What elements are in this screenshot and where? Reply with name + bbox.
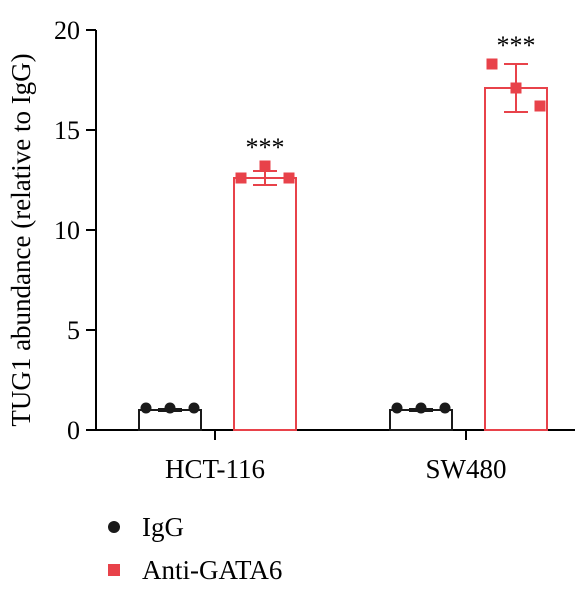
y-tick-label: 20 (54, 16, 80, 45)
data-point-circle (439, 402, 451, 414)
data-point-circle (391, 402, 403, 414)
axes: 0 5 10 15 20 TUG1 abundance (relative to IgG)… (6, 16, 575, 484)
y-axis-title: TUG1 abundance (relative to IgG) (6, 53, 36, 426)
bar-anti-gata6-sw480 (484, 87, 548, 431)
data-point-square (283, 172, 295, 184)
data-point-circle (415, 402, 427, 414)
data-points (140, 58, 546, 414)
x-tick-label: SW480 (426, 454, 507, 484)
data-point-square (259, 160, 271, 172)
bar-anti-gata6-hct-116 (233, 177, 297, 431)
y-tick-label: 5 (67, 316, 80, 345)
data-point-square (486, 58, 498, 70)
data-point-circle (140, 402, 152, 414)
legend-marker-square (108, 564, 120, 576)
legend-label: Anti-GATA6 (142, 555, 282, 585)
data-point-square (235, 172, 247, 184)
data-point-square (534, 100, 546, 112)
data-point-circle (188, 402, 200, 414)
y-tick-label: 10 (54, 216, 80, 245)
legend: IgG Anti-GATA6 (108, 512, 282, 585)
bars (138, 63, 548, 431)
data-point-square (510, 82, 522, 94)
legend-marker-circle (108, 521, 120, 533)
significance-label: *** (497, 31, 536, 60)
significance-label: *** (246, 133, 285, 162)
data-point-circle (164, 402, 176, 414)
y-tick-label: 0 (67, 416, 80, 445)
legend-label: IgG (142, 512, 184, 542)
x-tick-label: HCT-116 (165, 454, 265, 484)
y-tick-label: 15 (54, 116, 80, 145)
labels: *** *** (246, 31, 536, 162)
